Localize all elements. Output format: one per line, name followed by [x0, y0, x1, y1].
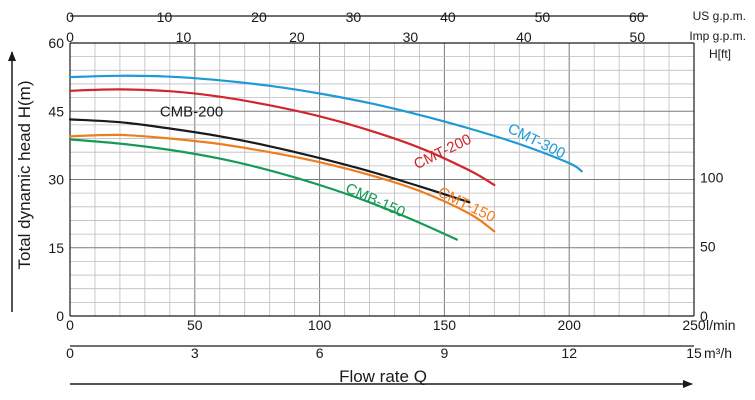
top-tick-label-us-gpm: 30 [346, 9, 362, 25]
top-tick-label-imp-gpm: 40 [516, 29, 532, 45]
x-tick-label-lpm: 50 [187, 317, 203, 333]
top-tick-label-imp-gpm: 10 [176, 29, 192, 45]
y-axis-title: Total dynamic head H(m) [15, 81, 34, 270]
y-tick-label: 60 [48, 35, 64, 51]
top-axis-imp-unit: Imp g.p.m. [689, 29, 746, 43]
y-tick-label: 15 [48, 240, 64, 256]
axes [69, 15, 695, 347]
x-tick-label-lpm: 150 [433, 317, 457, 333]
top-tick-label-us-gpm: 10 [157, 9, 173, 25]
curve-cmb-200 [68, 118, 471, 204]
curve-cmt-300 [68, 74, 583, 173]
top-tick-label-us-gpm: 40 [440, 9, 456, 25]
top-tick-label-imp-gpm: 30 [403, 29, 419, 45]
curve-cmt-200 [68, 88, 496, 187]
curve-cmb-150 [68, 138, 458, 241]
top-tick-label-us-gpm: 0 [66, 9, 74, 25]
x-tick-label-m3h: 9 [441, 345, 449, 361]
curve-label-cmb-150: CMB-150 [343, 180, 408, 221]
top-tick-label-imp-gpm: 50 [630, 29, 646, 45]
curve-label-cmt-300: CMT-300 [505, 120, 568, 162]
top-tick-label-imp-gpm: 0 [66, 29, 74, 45]
top-tick-label-us-gpm: 50 [535, 9, 551, 25]
x-axis-unit-m3h: m³/h [704, 345, 732, 361]
top-tick-label-us-gpm: 60 [629, 9, 645, 25]
x-tick-label-lpm: 0 [66, 317, 74, 333]
curve-label-cmb-200: CMB-200 [160, 104, 223, 121]
x-tick-label-m3h: 12 [561, 345, 577, 361]
y-tick-label: 0 [56, 308, 64, 324]
right-tick-label-ft: 0 [700, 308, 708, 324]
right-axis-unit: H[ft] [709, 47, 731, 61]
x-tick-label-lpm: 200 [558, 317, 582, 333]
x-axis-unit-lpm: l/min [706, 317, 736, 333]
x-tick-label-m3h: 3 [191, 345, 199, 361]
x-tick-label-lpm: 100 [308, 317, 332, 333]
top-axis-us-unit: US g.p.m. [693, 9, 746, 23]
x-tick-label-m3h: 6 [316, 345, 324, 361]
x-tick-label-m3h: 15 [686, 345, 702, 361]
right-tick-label-ft: 100 [700, 169, 724, 185]
x-tick-label-lpm: 250 [682, 317, 706, 333]
y-tick-label: 30 [48, 172, 64, 188]
curve-cmt-150 [68, 133, 496, 233]
top-tick-label-us-gpm: 20 [251, 9, 267, 25]
curves [68, 74, 583, 241]
top-tick-label-imp-gpm: 20 [289, 29, 305, 45]
right-tick-label-ft: 50 [700, 239, 716, 255]
x-axis-title: Flow rate Q [339, 367, 427, 386]
x-tick-label-m3h: 0 [66, 345, 74, 361]
y-tick-label: 45 [48, 103, 64, 119]
